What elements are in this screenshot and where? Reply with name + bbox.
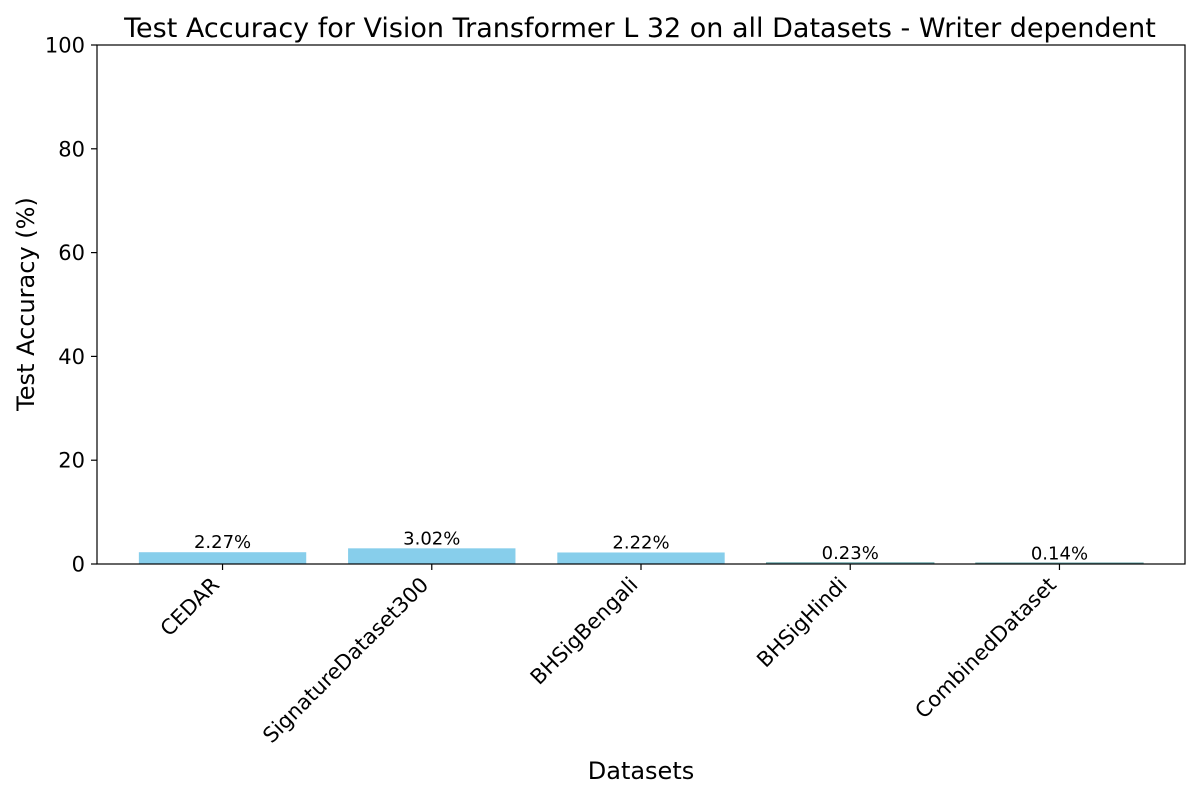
y-tick-label: 20 — [58, 449, 85, 473]
y-tick-label: 80 — [58, 137, 85, 161]
bar-bhsigbengali — [557, 552, 725, 564]
chart-title: Test Accuracy for Vision Transformer L 3… — [123, 13, 1156, 44]
x-tick-label: BHSigBengali — [526, 573, 643, 690]
data-label: 0.23% — [822, 543, 879, 564]
data-label: 2.27% — [194, 532, 251, 553]
plot-area: 2.27% 3.02% 2.22% 0.23% 0.14% 0 20 40 60 80 100 CED… — [45, 34, 1186, 748]
y-tick-label: 0 — [72, 553, 85, 577]
x-tick-label: CEDAR — [156, 573, 224, 641]
data-label: 0.14% — [1031, 543, 1088, 564]
bar-signaturedataset300 — [348, 548, 516, 564]
bar-cedar — [138, 552, 307, 564]
data-label: 2.22% — [612, 532, 669, 553]
y-tick-label: 100 — [45, 34, 85, 58]
y-axis-label: Test Accuracy (%) — [12, 197, 40, 412]
y-tick-label: 60 — [58, 241, 85, 265]
y-tick-label: 40 — [58, 345, 85, 369]
x-tick-label: CombinedDataset — [910, 573, 1061, 724]
x-axis-label: Datasets — [588, 757, 695, 785]
x-tick-label: SignatureDataset300 — [258, 573, 433, 748]
data-label: 3.02% — [403, 528, 460, 549]
x-tick-label: BHSigHindi — [752, 573, 852, 673]
plot-frame — [96, 44, 1186, 565]
